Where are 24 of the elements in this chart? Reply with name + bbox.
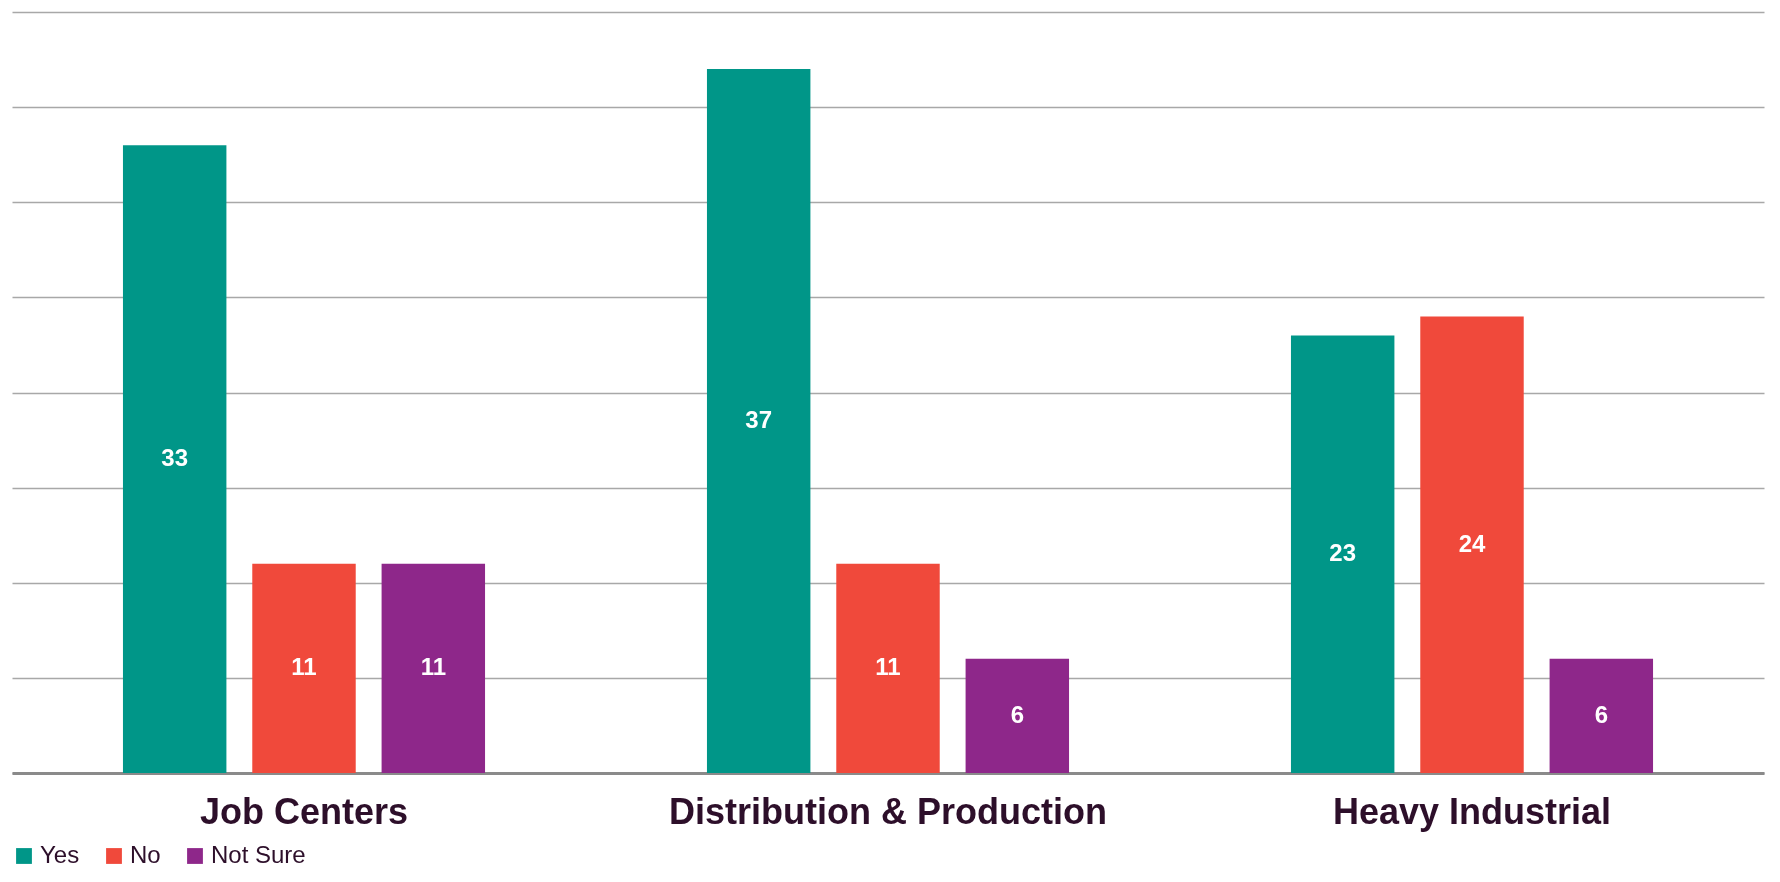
legend-label: Yes — [40, 841, 80, 868]
x-tick-label: Heavy Industrial — [1332, 790, 1612, 832]
bar — [1290, 335, 1395, 773]
data-label: 37 — [745, 406, 773, 434]
data-label: 33 — [161, 444, 189, 472]
data-label: 6 — [1010, 700, 1024, 728]
bar — [252, 563, 356, 773]
data-label: 11 — [420, 653, 446, 681]
bar — [1420, 316, 1524, 773]
bar — [836, 563, 940, 773]
bar — [122, 145, 227, 773]
data-label: 11 — [291, 653, 317, 681]
legend-label: Not Sure — [211, 841, 306, 868]
data-label: 6 — [1594, 700, 1608, 728]
x-tick-label: Job Centers — [199, 790, 409, 832]
data-label: 11 — [875, 653, 901, 681]
data-label: 24 — [1458, 529, 1486, 557]
bar — [706, 69, 811, 773]
bar — [381, 563, 486, 773]
x-tick-label: Distribution & Production — [669, 790, 1107, 832]
legend-label: No — [130, 841, 161, 868]
data-label: 23 — [1329, 539, 1357, 567]
bar — [1549, 658, 1654, 773]
bar — [965, 658, 1070, 773]
